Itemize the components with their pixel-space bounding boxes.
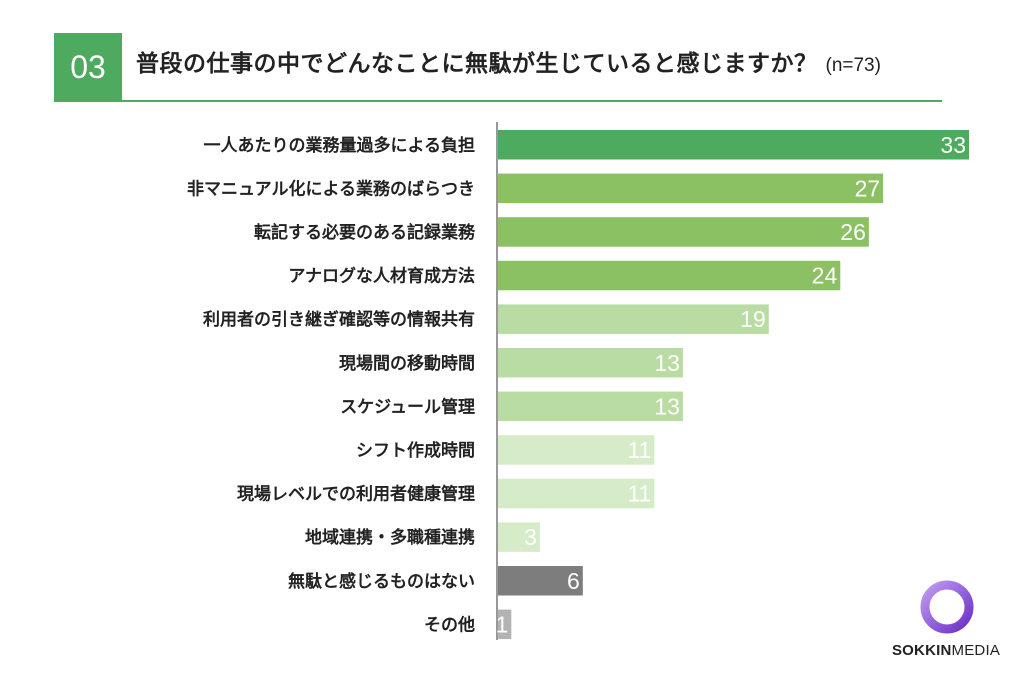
category-label: 一人あたりの業務量過多による負担 xyxy=(204,135,476,156)
category-label: 現場レベルでの利用者健康管理 xyxy=(237,484,475,505)
value-label: 6 xyxy=(567,568,580,594)
value-label: 26 xyxy=(840,219,866,245)
category-label: 現場間の移動時間 xyxy=(339,353,475,374)
bar xyxy=(498,260,841,291)
category-label: アナログな人材育成方法 xyxy=(288,266,475,287)
value-label: 11 xyxy=(627,437,651,463)
value-label: 13 xyxy=(654,350,680,376)
question-title: 普段の仕事の中でどんなことに無駄が生じていると感じますか？ (n=73) xyxy=(136,44,881,84)
brand-name-light: MEDIA xyxy=(951,642,1001,659)
value-label: 1 xyxy=(496,611,509,637)
value-label: 13 xyxy=(654,393,680,419)
brand-name-bold: SOKKIN xyxy=(891,642,952,659)
bar xyxy=(498,130,969,160)
category-label: 無駄と感じるものはない xyxy=(288,571,475,592)
question-number-badge: 03 xyxy=(54,33,122,101)
value-label: 27 xyxy=(855,175,881,201)
value-label: 33 xyxy=(940,132,966,158)
category-label: スケジュール管理 xyxy=(340,396,475,417)
brand-logo: SOKKINMEDIA xyxy=(888,578,1004,668)
logo-ring-icon xyxy=(920,580,974,634)
bar xyxy=(498,609,512,640)
value-label: 24 xyxy=(812,263,838,289)
bar xyxy=(498,435,655,465)
sample-size: (n=73) xyxy=(825,55,881,76)
bar xyxy=(498,173,884,204)
value-label: 19 xyxy=(740,306,766,332)
category-label: 非マニュアル化による業務のばらつき xyxy=(187,178,475,199)
question-text: 普段の仕事の中でどんなことに無駄が生じていると感じますか？ xyxy=(136,51,818,77)
bar xyxy=(498,348,683,378)
title-underline xyxy=(54,100,942,102)
category-label: シフト作成時間 xyxy=(356,440,475,461)
value-label: 3 xyxy=(524,524,537,550)
category-label: 利用者の引き継ぎ確認等の情報共有 xyxy=(203,309,475,330)
category-label: その他 xyxy=(424,614,475,635)
value-label: 11 xyxy=(627,481,651,507)
category-label: 転記する必要のある記録業務 xyxy=(254,222,476,243)
bar xyxy=(498,217,869,247)
bar xyxy=(498,478,655,509)
category-label: 地域連携・多職種連携 xyxy=(305,527,475,548)
bar xyxy=(498,391,683,422)
bar xyxy=(498,304,769,334)
brand-name: SOKKINMEDIA xyxy=(888,642,1004,659)
bar xyxy=(498,566,583,596)
bar xyxy=(498,522,540,552)
